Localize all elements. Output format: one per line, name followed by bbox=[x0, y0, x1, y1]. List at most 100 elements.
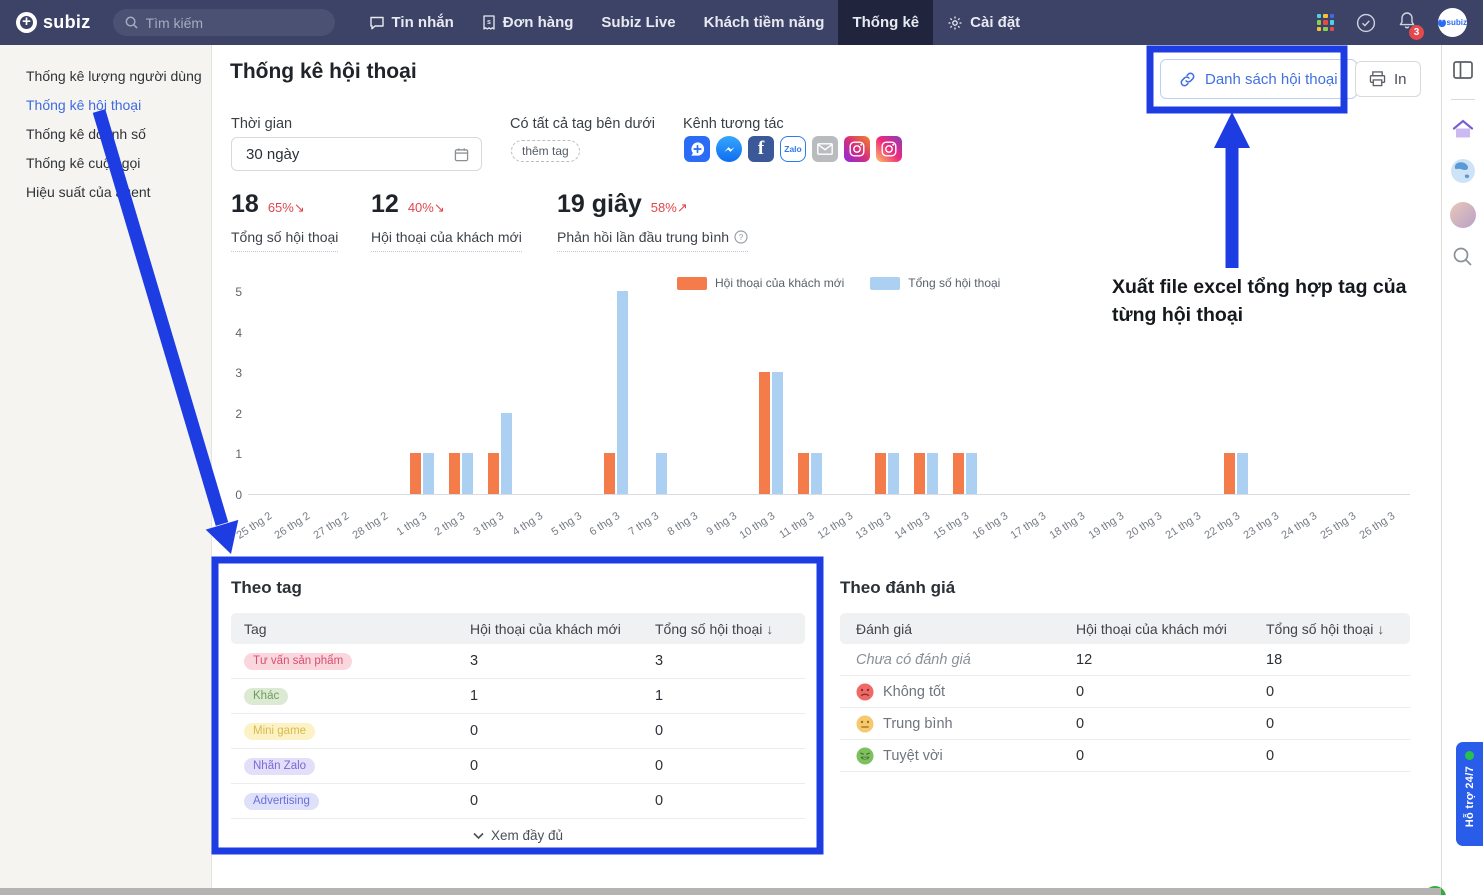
legend-swatch-blue bbox=[870, 276, 901, 290]
print-button[interactable]: In bbox=[1355, 61, 1421, 97]
show-all-label: Xem đầy đủ bbox=[490, 828, 564, 843]
column-header-tag[interactable]: Tag bbox=[244, 620, 267, 637]
instagram-channel-icon-2[interactable] bbox=[876, 136, 902, 162]
bar-total[interactable] bbox=[926, 453, 938, 494]
table-row[interactable]: Khác 1 1 bbox=[231, 679, 805, 714]
account-avatar[interactable]: subiz bbox=[1438, 8, 1467, 37]
cell-new-customer: 1 bbox=[470, 688, 479, 704]
nav-subiz-live[interactable]: Subiz Live bbox=[587, 0, 689, 45]
bar-new-customer[interactable] bbox=[449, 453, 461, 494]
zalo-channel-icon[interactable]: Zalo bbox=[780, 136, 806, 162]
home-icon[interactable] bbox=[1451, 118, 1475, 140]
global-search[interactable] bbox=[112, 9, 335, 36]
column-header-new-customer[interactable]: Hội thoại của khách mới bbox=[470, 620, 621, 637]
nav-label: Khách tiềm năng bbox=[703, 14, 825, 31]
check-circle-icon[interactable] bbox=[1356, 13, 1376, 33]
bar-new-customer[interactable] bbox=[487, 453, 499, 494]
bar-total[interactable] bbox=[500, 412, 512, 494]
nav-leads[interactable]: Khách tiềm năng bbox=[690, 0, 839, 45]
agent-avatar[interactable] bbox=[1449, 202, 1476, 228]
y-axis-tick: 4 bbox=[235, 325, 242, 340]
conversation-list-button[interactable]: Danh sách hội thoại bbox=[1160, 59, 1357, 99]
online-status-dot bbox=[1465, 751, 1474, 760]
bar-new-customer[interactable] bbox=[875, 453, 887, 494]
nav-settings[interactable]: Cài đặt bbox=[933, 0, 1034, 45]
bar-total[interactable] bbox=[462, 453, 474, 494]
table-row[interactable]: Trung bình 0 0 bbox=[840, 708, 1410, 740]
table-row[interactable]: Advertising 0 0 bbox=[231, 784, 805, 819]
bar-total[interactable] bbox=[423, 453, 435, 494]
subiz-channel-icon[interactable] bbox=[684, 136, 710, 162]
table-row[interactable]: Không tốt 0 0 bbox=[840, 676, 1410, 708]
column-header-new-customer[interactable]: Hội thoại của khách mới bbox=[1076, 620, 1227, 637]
tag-chip[interactable]: Nhãn Zalo bbox=[244, 757, 316, 776]
bar-total[interactable] bbox=[771, 372, 783, 494]
cell-new-customer: 0 bbox=[470, 793, 479, 809]
nav-messages[interactable]: Tin nhắn bbox=[355, 0, 468, 45]
bar-new-customer[interactable] bbox=[758, 372, 770, 494]
add-tag-chip[interactable]: thêm tag bbox=[511, 140, 580, 162]
tag-table-header: Tag Hội thoại của khách mới Tổng số hội … bbox=[231, 613, 805, 644]
bar-new-customer[interactable] bbox=[913, 453, 925, 494]
bar-total[interactable] bbox=[810, 453, 822, 494]
table-row[interactable]: Tuyệt vời 0 0 bbox=[840, 740, 1410, 772]
tag-chip[interactable]: Advertising bbox=[244, 792, 319, 811]
messenger-channel-icon[interactable] bbox=[716, 136, 742, 162]
bar-new-customer[interactable] bbox=[797, 453, 809, 494]
table-row[interactable]: Nhãn Zalo 0 0 bbox=[231, 749, 805, 784]
bar-total[interactable] bbox=[888, 453, 900, 494]
column-header-total[interactable]: Tổng số hội thoại ↓ bbox=[655, 620, 774, 637]
tag-chip[interactable]: Mini game bbox=[244, 722, 316, 741]
bar-new-customer[interactable] bbox=[952, 453, 964, 494]
table-row[interactable]: Chưa có đánh giá 12 18 bbox=[840, 644, 1410, 676]
side-panel-icon[interactable] bbox=[1452, 59, 1474, 81]
search-panel-icon[interactable] bbox=[1452, 246, 1473, 267]
bar-total[interactable] bbox=[616, 291, 628, 494]
column-header-total[interactable]: Tổng số hội thoại ↓ bbox=[1266, 620, 1385, 637]
legend-total[interactable]: Tổng số hội thoại bbox=[870, 276, 1000, 290]
nav-orders[interactable]: s Đơn hàng bbox=[468, 0, 588, 45]
table-row[interactable]: Mini game 0 0 bbox=[231, 714, 805, 749]
sidebar-item-sales-stats[interactable]: Thống kê doanh số bbox=[26, 126, 146, 142]
receipt-icon: s bbox=[483, 14, 495, 30]
sidebar-item-agent-performance[interactable]: Hiệu suất của agent bbox=[26, 184, 151, 200]
legend-new-customer[interactable]: Hội thoại của khách mới bbox=[677, 276, 844, 290]
x-axis-label: 25 thg 3 bbox=[1318, 510, 1359, 542]
instagram-channel-icon[interactable] bbox=[844, 136, 870, 162]
time-range-value: 30 ngày bbox=[246, 145, 300, 163]
bar-total[interactable] bbox=[965, 453, 977, 494]
bar-total[interactable] bbox=[1236, 453, 1248, 494]
trend-down-badge: 65%↘ bbox=[267, 200, 305, 215]
email-channel-icon[interactable] bbox=[812, 136, 838, 162]
sidebar-item-user-stats[interactable]: Thống kê lượng người dùng bbox=[26, 68, 202, 84]
show-all-button[interactable]: Xem đầy đủ bbox=[231, 819, 805, 852]
tag-chip[interactable]: Khác bbox=[244, 687, 289, 706]
search-input[interactable] bbox=[145, 14, 306, 31]
column-header-rating[interactable]: Đánh giá bbox=[856, 620, 913, 637]
notifications-button[interactable]: 3 bbox=[1398, 11, 1424, 40]
y-axis-tick: 0 bbox=[235, 488, 242, 502]
facebook-channel-icon[interactable]: f bbox=[748, 136, 774, 162]
help-circle-icon[interactable]: ? bbox=[734, 230, 748, 244]
table-row[interactable]: Tư vấn sản phẩm 3 3 bbox=[231, 644, 805, 679]
bar-new-customer[interactable] bbox=[603, 453, 615, 494]
nav-label: Cài đặt bbox=[970, 14, 1021, 31]
sort-desc-icon: ↓ bbox=[1377, 620, 1385, 637]
nav-statistics[interactable]: Thống kê bbox=[838, 0, 934, 45]
bar-new-customer[interactable] bbox=[410, 453, 422, 494]
time-range-select[interactable]: 30 ngày bbox=[231, 137, 482, 171]
cell-total: 3 bbox=[655, 653, 664, 669]
subiz-logo[interactable]: subiz bbox=[16, 11, 91, 33]
tag-table-title: Theo tag bbox=[231, 578, 302, 597]
x-axis-label: 4 thg 3 bbox=[510, 510, 546, 539]
sidebar-item-call-stats[interactable]: Thống kê cuộc gọi bbox=[26, 155, 141, 171]
globe-icon[interactable] bbox=[1450, 158, 1476, 184]
tag-chip[interactable]: Tư vấn sản phẩm bbox=[244, 652, 353, 671]
bar-total[interactable] bbox=[655, 453, 667, 494]
time-filter-label: Thời gian bbox=[231, 116, 293, 132]
support-247-tab[interactable]: Hỗ trợ 24/7 bbox=[1456, 742, 1483, 846]
sidebar-item-conversation-stats[interactable]: Thống kê hội thoại bbox=[26, 97, 142, 113]
bar-new-customer[interactable] bbox=[1223, 453, 1235, 494]
apps-grid-icon[interactable] bbox=[1317, 14, 1334, 31]
horizontal-scrollbar[interactable] bbox=[0, 888, 1441, 895]
